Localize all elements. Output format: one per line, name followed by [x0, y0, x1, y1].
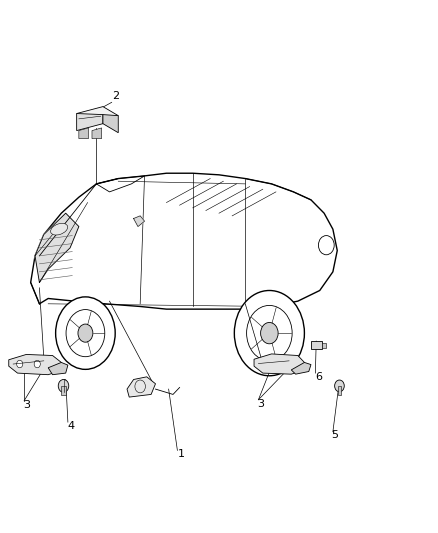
Polygon shape: [77, 107, 118, 123]
Circle shape: [17, 360, 23, 368]
Circle shape: [34, 360, 40, 368]
Circle shape: [56, 297, 115, 369]
Circle shape: [261, 322, 278, 344]
Text: 1: 1: [178, 449, 185, 459]
Polygon shape: [92, 128, 102, 139]
Polygon shape: [254, 354, 304, 374]
Polygon shape: [77, 114, 103, 131]
Circle shape: [78, 324, 93, 342]
Polygon shape: [291, 362, 311, 374]
Circle shape: [335, 380, 344, 392]
Polygon shape: [134, 216, 145, 227]
Bar: [322, 343, 326, 348]
Polygon shape: [79, 128, 88, 139]
Polygon shape: [35, 213, 79, 282]
Polygon shape: [48, 362, 68, 375]
Polygon shape: [103, 115, 118, 133]
Text: 6: 6: [315, 373, 322, 382]
Text: 2: 2: [113, 91, 120, 101]
Bar: [338, 386, 341, 395]
Text: 3: 3: [23, 400, 30, 410]
Circle shape: [234, 290, 304, 376]
Ellipse shape: [51, 223, 67, 235]
Text: 4: 4: [68, 422, 75, 431]
Circle shape: [58, 379, 69, 392]
Polygon shape: [127, 377, 155, 397]
Bar: [311, 341, 322, 349]
Text: 3: 3: [257, 399, 264, 409]
Polygon shape: [9, 354, 61, 375]
Bar: [61, 386, 66, 395]
Text: 5: 5: [332, 431, 339, 440]
